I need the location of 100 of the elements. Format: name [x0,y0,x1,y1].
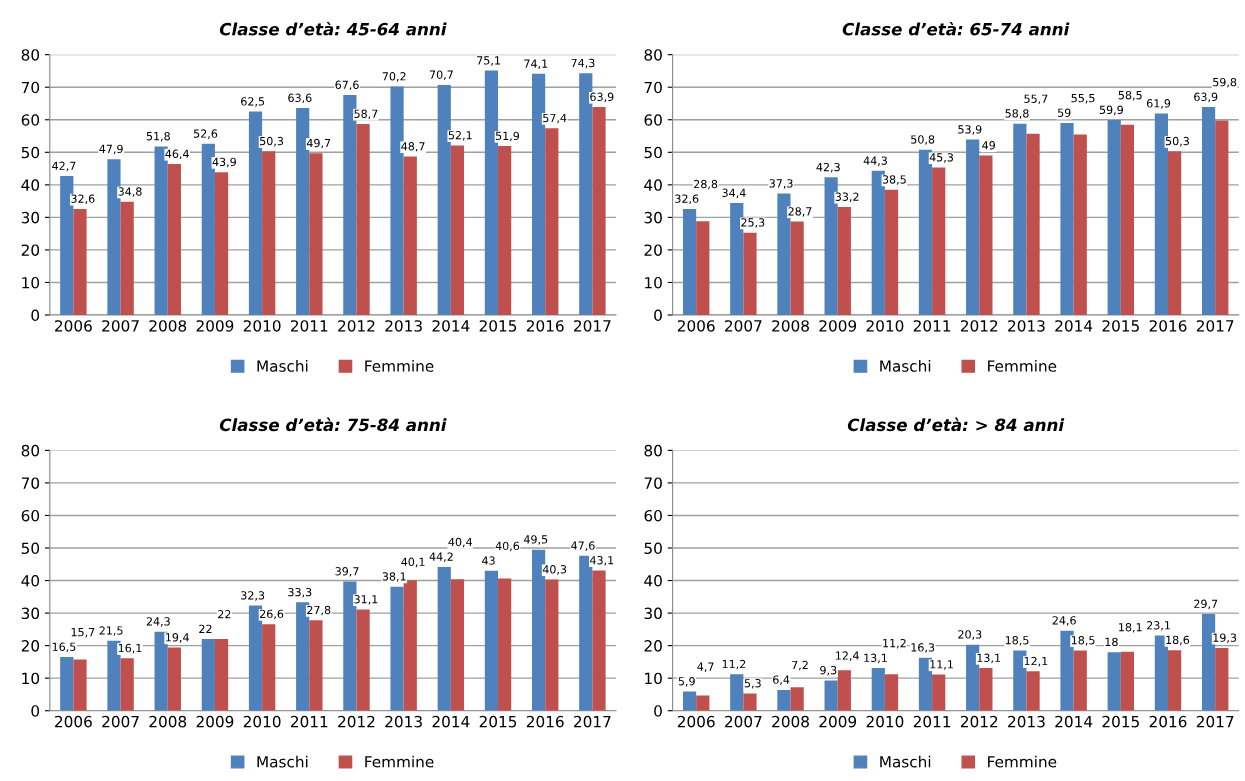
data-label: 24,3 [146,617,170,627]
data-label: 34,8 [118,187,142,197]
y-tick-label: 0 [654,309,662,322]
y-tick-label: 50 [21,542,40,555]
x-tick-label: 2007 [102,715,139,728]
x-tick-label: 2015 [479,715,517,728]
y-tick-label: 10 [645,672,662,685]
bar [262,151,276,315]
data-label: 43,9 [212,157,236,168]
data-label: 21,5 [99,626,123,636]
bar [1107,652,1121,711]
legend-label: Femmine [365,755,434,768]
bar [214,172,229,315]
x-tick-label: 2006 [55,320,92,332]
bar [309,620,323,711]
bar [437,566,451,711]
data-label: 42,7 [52,161,76,172]
data-label: 70,7 [429,70,453,81]
data-label: 49,5 [523,535,548,545]
bar [120,658,134,711]
x-tick-label: 2006 [55,715,92,728]
data-label: 38,5 [882,175,906,185]
x-tick-label: 2007 [725,320,762,332]
bar [1073,650,1087,711]
bar [545,579,559,711]
x-tick-label: 2013 [1008,320,1045,332]
data-label: 40,1 [401,557,425,568]
chart-title: Classe d’età: 75-84 anni [219,417,447,432]
data-label: 22 [199,624,212,633]
data-label: 32,6 [675,194,699,204]
x-tick-label: 2016 [526,715,564,728]
chart-title: Classe d’età: 45-64 anni [219,21,447,36]
x-tick-label: 2012 [960,320,998,332]
data-label: 75,1 [477,56,500,66]
y-tick-label: 70 [21,81,40,94]
x-tick-label: 2011 [913,320,951,332]
y-tick-label: 80 [21,49,40,61]
data-label: 31,1 [354,595,378,605]
data-label: 58,7 [354,109,378,120]
bar [871,170,885,315]
bar [884,674,899,711]
x-tick-label: 2017 [574,715,611,728]
data-label: 48,7 [401,142,425,152]
data-label: 25,3 [741,218,765,228]
data-label: 50,8 [911,135,935,145]
data-label: 47,6 [571,541,595,551]
data-label: 33,2 [835,192,859,203]
data-label: 4,7 [697,662,714,672]
x-tick-label: 2014 [432,320,470,332]
data-label: 13,1 [977,653,1001,664]
y-tick-label: 10 [645,276,662,289]
y-tick-label: 20 [644,244,662,256]
bar [214,639,229,711]
x-tick-label: 2013 [385,715,422,728]
bar [356,123,370,315]
y-tick-label: 50 [644,146,662,159]
x-tick-label: 2014 [432,715,470,728]
x-tick-label: 2015 [479,320,517,332]
y-tick-label: 70 [644,81,662,94]
x-tick-label: 2008 [149,715,187,728]
bar [696,695,710,711]
y-tick-label: 30 [21,607,40,620]
bar [450,579,465,711]
x-tick-label: 2007 [725,715,762,728]
y-tick-label: 60 [644,114,662,126]
bar [837,670,851,711]
x-tick-label: 2009 [819,320,857,332]
legend-label: Femmine [365,359,434,372]
data-label: 28,8 [694,179,718,190]
data-label: 74,1 [524,59,548,69]
x-tick-label: 2012 [338,715,375,728]
data-label: 5,3 [744,679,761,689]
legend-label: Maschi [257,359,308,372]
x-tick-label: 2010 [866,320,904,332]
y-tick-label: 70 [21,477,40,489]
bar [201,639,215,711]
y-tick-label: 60 [21,114,40,126]
x-tick-label: 2015 [1102,320,1139,332]
x-tick-label: 2016 [1149,320,1187,332]
y-tick-label: 40 [21,575,40,587]
bar [979,668,993,711]
data-label: 59 [1057,108,1071,117]
bar [498,578,512,711]
bar [1107,120,1121,315]
data-label: 51,8 [146,131,170,142]
data-label: 44,3 [863,156,887,166]
x-tick-label: 2009 [819,715,857,728]
bar [73,208,87,315]
data-label: 11,2 [883,638,906,649]
x-tick-label: 2008 [149,320,187,332]
y-tick-label: 50 [21,146,40,159]
data-label: 18,1 [1119,623,1142,633]
data-label: 7,2 [792,660,808,671]
x-tick-label: 2009 [196,320,234,332]
data-label: 26,6 [260,609,284,620]
data-label: 43 [482,556,495,565]
data-label: 58,5 [1118,90,1142,101]
data-label: 5,9 [678,677,695,687]
bar [966,139,980,315]
bar [154,631,168,711]
